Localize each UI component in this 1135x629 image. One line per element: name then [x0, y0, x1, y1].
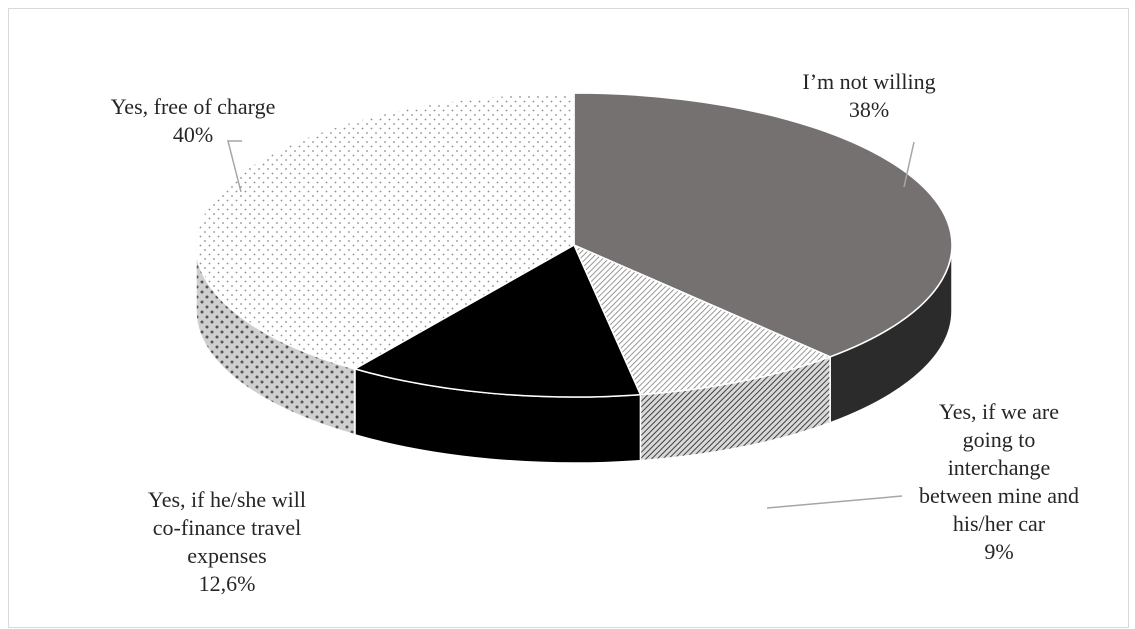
slice-interchange-cars — [572, 243, 833, 396]
slice-name-line: his/her car — [953, 511, 1046, 536]
slice-co-finance — [352, 243, 642, 398]
leader-line-interchange-cars — [766, 495, 903, 509]
slice-labels: I’m not willing 38% Yes, if we are going to… — [111, 69, 1079, 596]
slice-free-of-charge — [195, 92, 575, 370]
slice-name-line: Yes, if we are — [939, 399, 1059, 424]
leader-line-not-willing — [903, 141, 915, 188]
chart-frame: I’m not willing 38% Yes, if we are going to… — [8, 8, 1129, 628]
slice-name-line: I’m not willing — [802, 69, 935, 94]
slice-label-free-of-charge: Yes, free of charge 40% — [111, 94, 276, 147]
leader-lines — [227, 140, 915, 509]
slice-label-co-finance: Yes, if he/she will co-finance travel expe… — [148, 487, 306, 596]
slice-label-interchange-cars: Yes, if we are going to interchange between… — [919, 399, 1079, 564]
slice-name-line: Yes, if he/she will — [148, 487, 306, 512]
pie-sides — [195, 244, 953, 464]
slice-value-label: 9% — [984, 539, 1013, 564]
pie-chart: I’m not willing 38% Yes, if we are going to… — [111, 69, 1079, 596]
slice-name-line: co-finance travel — [153, 515, 301, 540]
slice-label-not-willing: I’m not willing 38% — [802, 69, 935, 122]
leader-line-free-of-charge — [227, 140, 242, 193]
slice-name-line: expenses — [187, 543, 266, 568]
slice-value-label: 40% — [173, 122, 213, 147]
slice-value-label: 38% — [849, 97, 889, 122]
slice-name-line: Yes, free of charge — [111, 94, 276, 119]
slice-name-line: interchange — [948, 455, 1051, 480]
pie-tops — [195, 92, 953, 398]
slice-not-willing — [573, 92, 953, 358]
slice-value-label: 12,6% — [199, 571, 256, 596]
slice-name-line: between mine and — [919, 483, 1079, 508]
slice-name-line: going to — [963, 427, 1036, 452]
